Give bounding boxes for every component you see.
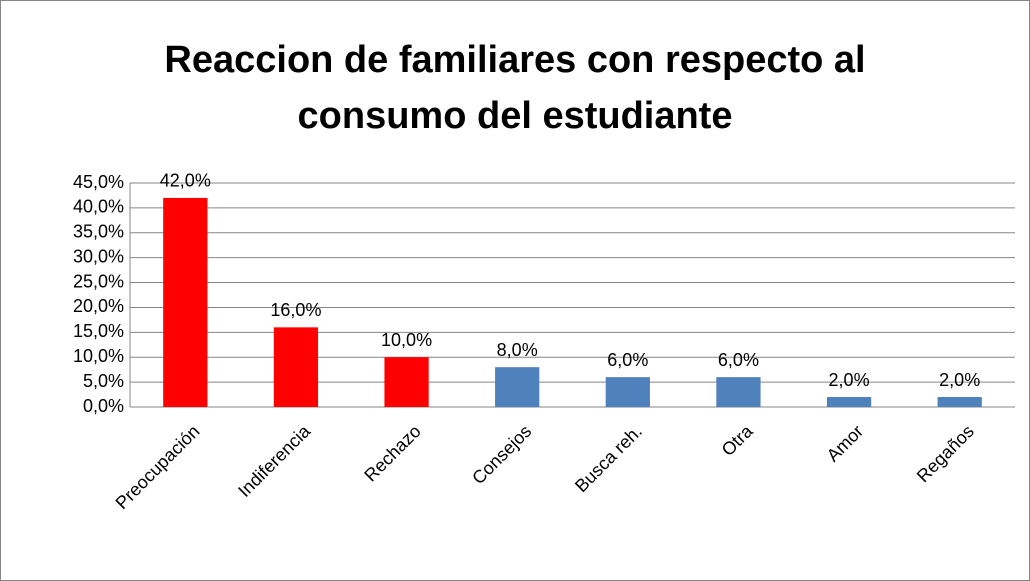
- bar: [163, 197, 208, 407]
- value-label: 10,0%: [381, 330, 432, 350]
- value-label: 6,0%: [718, 350, 759, 370]
- bar: [273, 327, 319, 407]
- value-label: 2,0%: [829, 370, 870, 390]
- bar: [937, 397, 982, 407]
- y-tick-label: 35,0%: [73, 222, 124, 242]
- y-tick-label: 20,0%: [73, 296, 124, 316]
- value-label: 2,0%: [939, 370, 980, 390]
- bar: [384, 357, 429, 407]
- bar: [605, 377, 650, 407]
- y-tick-label: 45,0%: [73, 172, 124, 192]
- y-tick-label: 30,0%: [73, 246, 124, 266]
- chart-title: Reaccion de familiares con respecto al: [164, 39, 865, 81]
- value-label: 16,0%: [270, 300, 321, 320]
- y-tick-label: 0,0%: [83, 396, 124, 416]
- value-label: 42,0%: [160, 171, 211, 191]
- bar: [826, 397, 872, 407]
- y-tick-label: 5,0%: [83, 371, 124, 391]
- bar: [716, 377, 761, 407]
- y-tick-label: 40,0%: [73, 197, 124, 217]
- y-tick-label: 10,0%: [73, 346, 124, 366]
- bar: [495, 367, 540, 407]
- value-label: 8,0%: [497, 340, 538, 360]
- value-label: 6,0%: [607, 350, 648, 370]
- y-tick-label: 15,0%: [73, 321, 124, 341]
- y-tick-label: 25,0%: [73, 271, 124, 291]
- chart-title: consumo del estudiante: [298, 95, 733, 137]
